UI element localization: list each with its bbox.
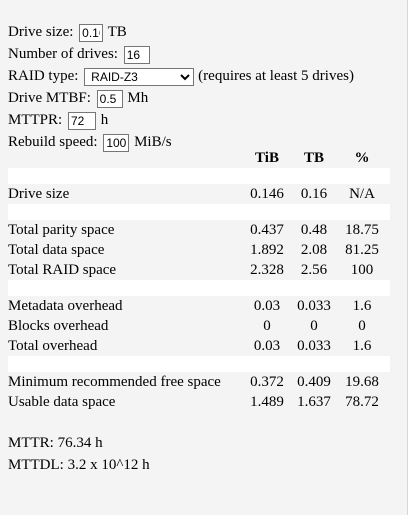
row-label: Metadata overhead xyxy=(8,298,123,314)
cell-tb: 2.08 xyxy=(300,242,328,258)
table-row-min-free: Minimum recommended free space 0.372 0.4… xyxy=(8,372,390,392)
rebuild-speed-label: Rebuild speed: xyxy=(8,134,98,150)
header-pct: % xyxy=(354,150,370,166)
cell-pct: N/A xyxy=(349,186,375,202)
mttdl-text: MTTDL: 3.2 x 10^12 h xyxy=(8,457,150,473)
table-spacer xyxy=(8,204,390,220)
drive-size-unit: TB xyxy=(107,24,127,40)
drive-size-row: Drive size: TB xyxy=(8,22,354,44)
row-label: Total RAID space xyxy=(8,262,117,278)
row-label: Drive size xyxy=(8,186,70,202)
mttpr-label: MTTPR: xyxy=(8,112,63,128)
table-header-row: TiB TB % xyxy=(8,148,390,168)
cell-tib: 0.372 xyxy=(250,374,284,390)
row-label: Total overhead xyxy=(8,338,98,354)
cell-tb: 0.16 xyxy=(300,186,328,202)
cell-tb: 0.48 xyxy=(300,222,328,238)
cell-tb: 0.033 xyxy=(297,338,331,354)
raid-type-note: (requires at least 5 drives) xyxy=(198,68,354,84)
cell-tib: 0.03 xyxy=(253,338,281,354)
cell-pct: 78.72 xyxy=(345,394,379,410)
table-row-data: Total data space 1.892 2.08 81.25 xyxy=(8,240,390,260)
mttpr-row: MTTPR: h xyxy=(8,110,354,132)
rebuild-speed-unit: MiB/s xyxy=(134,134,172,150)
row-label: Blocks overhead xyxy=(8,318,109,334)
table-row-metadata: Metadata overhead 0.03 0.033 1.6 xyxy=(8,296,390,316)
header-tb: TB xyxy=(303,150,324,166)
table-row-parity: Total parity space 0.437 0.48 18.75 xyxy=(8,220,390,240)
num-drives-label: Number of drives: xyxy=(8,46,118,62)
drive-size-input[interactable] xyxy=(79,23,104,42)
reliability-results: MTTR: 76.34 h MTTDL: 3.2 x 10^12 h xyxy=(8,432,150,476)
raid-type-label: RAID type: xyxy=(8,68,79,84)
table-row-blocks: Blocks overhead 0 0 0 xyxy=(8,316,390,336)
cell-tb: 0.033 xyxy=(297,298,331,314)
header-tib: TiB xyxy=(255,150,279,166)
cell-pct: 19.68 xyxy=(345,374,379,390)
cell-pct: 100 xyxy=(350,262,374,278)
table-spacer xyxy=(8,168,390,184)
cell-tb: 0 xyxy=(310,318,318,334)
row-label: Usable data space xyxy=(8,394,116,410)
mtbf-input[interactable] xyxy=(96,89,123,108)
table-row-raid: Total RAID space 2.328 2.56 100 xyxy=(8,260,390,280)
raid-type-row: RAID type: RAID-Z3 (requires at least 5 … xyxy=(8,66,354,88)
header-blank xyxy=(8,148,244,168)
table-row-overhead: Total overhead 0.03 0.033 1.6 xyxy=(8,336,390,356)
cell-tib: 0.437 xyxy=(250,222,284,238)
cell-tib: 0.03 xyxy=(253,298,281,314)
raid-type-select[interactable]: RAID-Z3 xyxy=(84,67,195,86)
cell-tib: 1.489 xyxy=(250,394,284,410)
raid-input-form: Drive size: TB Number of drives: RAID ty… xyxy=(8,22,354,154)
table-row-usable: Usable data space 1.489 1.637 78.72 xyxy=(8,392,390,412)
cell-tib: 2.328 xyxy=(250,262,284,278)
cell-tib: 1.892 xyxy=(250,242,284,258)
row-label: Total data space xyxy=(8,242,105,258)
row-label: Minimum recommended free space xyxy=(8,374,221,390)
mtbf-unit: Mh xyxy=(127,90,149,106)
cell-pct: 1.6 xyxy=(352,298,372,314)
num-drives-row: Number of drives: xyxy=(8,44,354,66)
table-spacer xyxy=(8,280,390,296)
cell-tb: 1.637 xyxy=(297,394,331,410)
mttpr-input[interactable] xyxy=(67,111,96,130)
rebuild-speed-input[interactable] xyxy=(103,133,130,152)
mttr-text: MTTR: 76.34 h xyxy=(8,435,103,451)
cell-tib: 0 xyxy=(263,318,271,334)
results-table: TiB TB % Drive size 0.146 0.16 N/A Total… xyxy=(8,148,390,412)
cell-pct: 81.25 xyxy=(345,242,379,258)
cell-tb: 0.409 xyxy=(297,374,331,390)
drive-size-label: Drive size: xyxy=(8,24,74,40)
row-label: Total parity space xyxy=(8,222,115,238)
cell-pct: 18.75 xyxy=(345,222,379,238)
cell-pct: 1.6 xyxy=(352,338,372,354)
cell-tib: 0.146 xyxy=(250,186,284,202)
cell-pct: 0 xyxy=(358,318,366,334)
table-spacer xyxy=(8,356,390,372)
cell-tb: 2.56 xyxy=(300,262,328,278)
mtbf-label: Drive MTBF: xyxy=(8,90,91,106)
mtbf-row: Drive MTBF: Mh xyxy=(8,88,354,110)
table-row-drive-size: Drive size 0.146 0.16 N/A xyxy=(8,184,390,204)
rebuild-speed-row: Rebuild speed: MiB/s xyxy=(8,132,354,154)
num-drives-input[interactable] xyxy=(123,45,150,64)
mttpr-unit: h xyxy=(100,112,109,128)
